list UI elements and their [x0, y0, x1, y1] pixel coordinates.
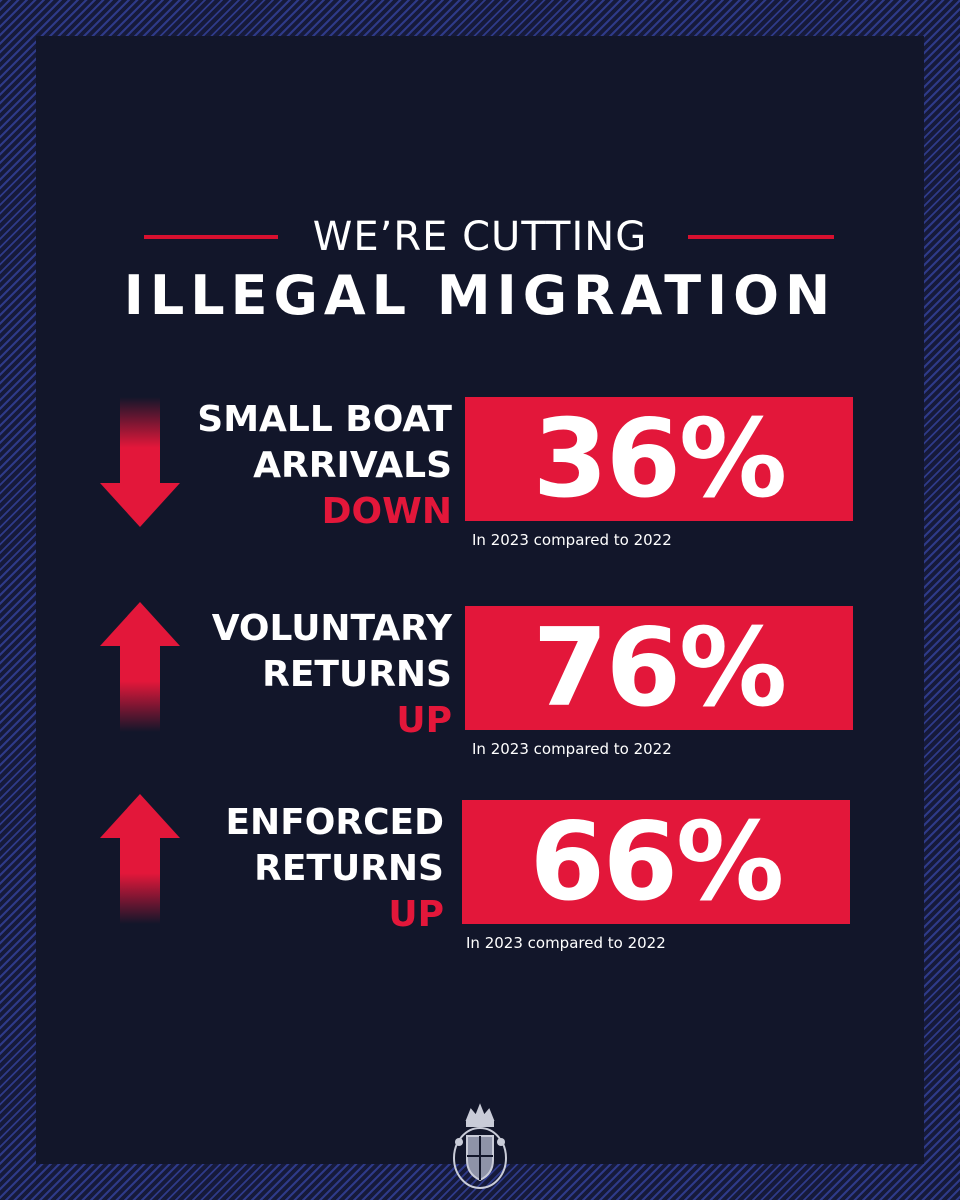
stat-label: VOLUNTARY RETURNS UP: [212, 606, 452, 744]
up-arrow-icon: [100, 602, 180, 732]
stat-row-enforced-returns: ENFORCED RETURNS UP 66% In 2023 compared…: [36, 794, 924, 960]
down-arrow-icon: [100, 397, 180, 527]
stat-value: 66%: [529, 799, 785, 925]
stat-label: SMALL BOAT ARRIVALS DOWN: [197, 397, 452, 535]
stat-note: In 2023 compared to 2022: [466, 934, 666, 952]
stat-row-voluntary-returns: VOLUNTARY RETURNS UP 76% In 2023 compare…: [36, 602, 924, 766]
stat-label-line1: SMALL BOAT: [197, 399, 452, 440]
stat-value-box: 66%: [462, 799, 850, 925]
stat-note: In 2023 compared to 2022: [472, 740, 672, 758]
royal-crest-icon: [453, 1103, 507, 1189]
stat-value: 36%: [532, 396, 788, 522]
header-kicker: WE’RE CUTTING: [312, 214, 648, 260]
stat-value-box: 36%: [465, 396, 853, 522]
stat-row-small-boat-arrivals: SMALL BOAT ARRIVALS DOWN 36% In 2023 com…: [36, 397, 924, 557]
stat-direction: DOWN: [321, 491, 452, 532]
stat-label-line1: VOLUNTARY: [211, 608, 452, 649]
stat-label: ENFORCED RETURNS UP: [225, 800, 444, 938]
stat-label-line2: RETURNS: [254, 848, 444, 889]
stat-direction: UP: [396, 700, 452, 741]
header-rule-left: [144, 235, 278, 239]
stat-value-box: 76%: [465, 605, 853, 731]
stat-note: In 2023 compared to 2022: [472, 531, 672, 549]
page-title: ILLEGAL MIGRATION: [123, 264, 837, 327]
header-rule-right: [688, 235, 834, 239]
infographic-panel: WE’RE CUTTING ILLEGAL MIGRATION SMALL BO…: [36, 36, 924, 1189]
stat-direction: UP: [388, 894, 444, 935]
stat-label-line1: ENFORCED: [225, 802, 444, 843]
stat-label-line2: ARRIVALS: [253, 445, 452, 486]
up-arrow-icon: [100, 794, 180, 924]
stat-value: 76%: [532, 605, 788, 731]
stat-label-line2: RETURNS: [262, 654, 452, 695]
